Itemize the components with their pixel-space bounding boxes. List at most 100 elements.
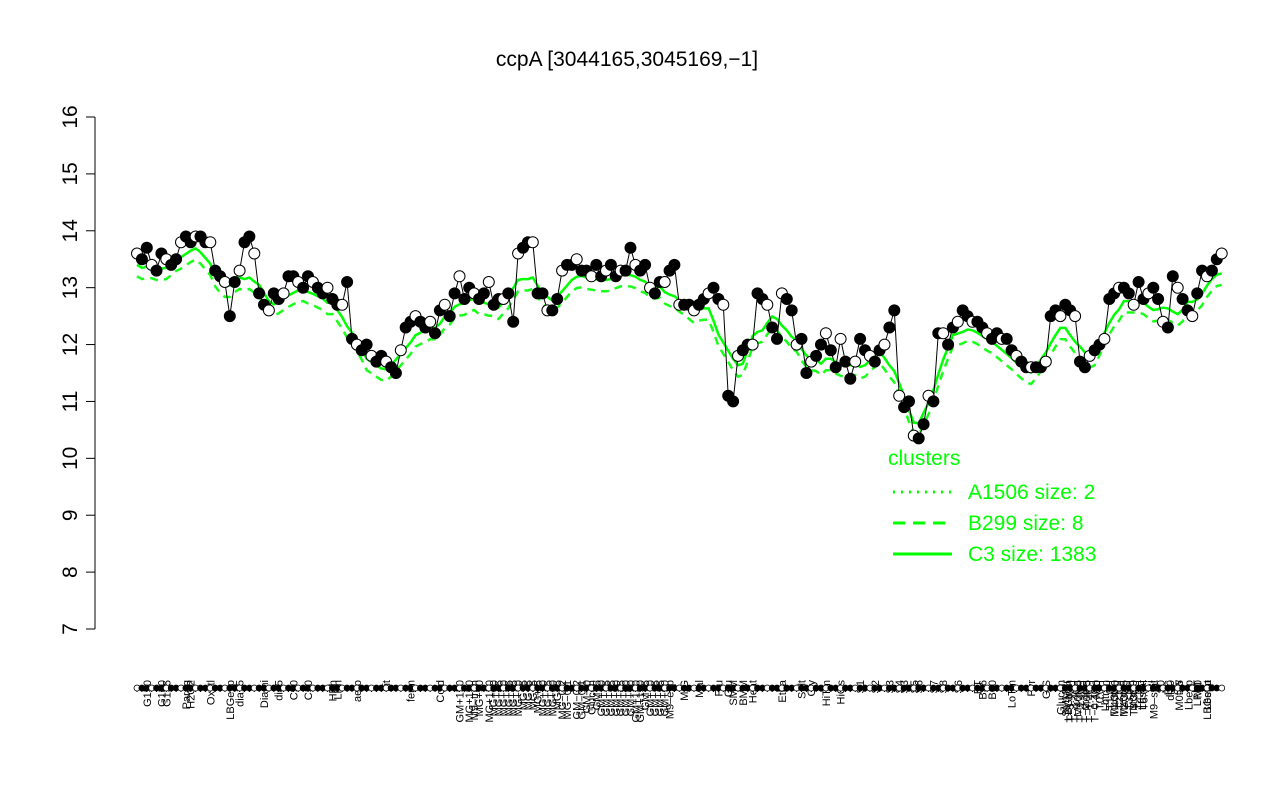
data-series bbox=[131, 230, 1228, 445]
data-point bbox=[1152, 293, 1165, 305]
data-point bbox=[1127, 298, 1140, 311]
data-point bbox=[766, 321, 779, 334]
data-point bbox=[780, 293, 793, 305]
data-point bbox=[150, 264, 163, 277]
data-point bbox=[1000, 332, 1013, 345]
data-point bbox=[1054, 310, 1067, 323]
y-tick-label: 16 bbox=[59, 105, 82, 128]
data-point bbox=[1147, 281, 1160, 294]
y-tick-label: 9 bbox=[59, 509, 82, 521]
data-point bbox=[546, 304, 559, 317]
x-tick-label: G135 bbox=[161, 680, 173, 707]
data-point bbox=[819, 327, 832, 340]
data-point bbox=[854, 332, 867, 345]
data-point bbox=[1205, 264, 1218, 277]
data-point bbox=[502, 287, 515, 300]
data-point bbox=[1039, 355, 1052, 368]
x-tick-label: Oxctl bbox=[205, 680, 217, 705]
x-tick-label: dia15 bbox=[235, 680, 247, 707]
legend-title: clusters bbox=[888, 447, 960, 470]
y-tick-label: 11 bbox=[59, 391, 82, 413]
x-tick-label: H2O2 bbox=[186, 680, 198, 709]
data-point bbox=[223, 310, 236, 323]
data-point bbox=[815, 338, 827, 351]
x-tick-label: HiTm bbox=[821, 680, 833, 706]
data-point bbox=[1191, 287, 1204, 300]
data-point bbox=[570, 253, 583, 266]
data-point bbox=[204, 236, 217, 249]
data-point bbox=[458, 293, 471, 305]
x-tick-label: HiOs bbox=[836, 680, 848, 705]
legend-label: C3 size: 1383 bbox=[968, 543, 1096, 566]
y-tick-label: 7 bbox=[59, 623, 82, 635]
y-tick-label: 15 bbox=[59, 162, 82, 185]
data-point bbox=[785, 304, 798, 317]
data-point bbox=[228, 276, 241, 288]
data-point bbox=[248, 247, 261, 260]
data-point bbox=[717, 298, 730, 311]
data-point bbox=[849, 355, 862, 368]
legend-label: B299 size: 8 bbox=[968, 512, 1084, 535]
data-point bbox=[771, 332, 783, 345]
data-point bbox=[551, 293, 564, 305]
data-point bbox=[619, 264, 632, 277]
data-point bbox=[746, 338, 759, 351]
data-point bbox=[1098, 332, 1111, 345]
data-point bbox=[429, 327, 441, 340]
data-point bbox=[937, 327, 950, 340]
data-point bbox=[453, 270, 466, 283]
chart-title: ccpA [3044165,3045169,−1] bbox=[496, 48, 758, 71]
data-point bbox=[761, 298, 774, 311]
data-point bbox=[912, 432, 925, 445]
data-point bbox=[903, 395, 915, 408]
data-point bbox=[424, 315, 437, 328]
data-point bbox=[1132, 276, 1145, 288]
x-tick-label: Diami bbox=[259, 680, 271, 708]
data-point bbox=[243, 230, 256, 243]
data-point bbox=[448, 287, 461, 300]
data-point bbox=[639, 258, 652, 271]
data-point bbox=[233, 264, 246, 277]
data-point bbox=[1078, 361, 1091, 374]
data-point bbox=[727, 395, 740, 408]
data-point bbox=[321, 281, 334, 294]
data-point bbox=[810, 349, 823, 362]
data-point bbox=[893, 389, 906, 402]
data-point bbox=[800, 367, 813, 379]
data-point bbox=[795, 332, 808, 345]
data-point bbox=[360, 338, 373, 351]
x-tick-label: Lbexp bbox=[1202, 680, 1214, 710]
data-point bbox=[336, 298, 349, 311]
data-point bbox=[277, 287, 290, 300]
data-point bbox=[590, 258, 603, 271]
data-point bbox=[297, 281, 310, 294]
data-point bbox=[927, 395, 940, 408]
data-point bbox=[604, 258, 617, 271]
data-point bbox=[394, 344, 407, 357]
data-point bbox=[443, 310, 456, 323]
x-tick-label: G150 bbox=[142, 680, 154, 707]
data-point bbox=[883, 321, 896, 334]
data-point bbox=[707, 281, 720, 294]
data-point bbox=[824, 344, 837, 357]
data-point bbox=[844, 372, 857, 385]
data-point bbox=[1171, 281, 1184, 294]
data-point bbox=[1161, 321, 1174, 334]
data-point bbox=[170, 253, 183, 266]
data-point bbox=[917, 418, 930, 431]
data-point bbox=[868, 355, 881, 368]
data-point bbox=[658, 276, 671, 288]
x-tick-label: LoTm bbox=[1007, 680, 1019, 708]
data-point bbox=[482, 276, 495, 288]
legend: clusters A1506 size: 2 B299 size: 8 C3 siz… bbox=[888, 447, 1096, 566]
x-tick-label: Heat bbox=[748, 680, 760, 703]
data-point bbox=[526, 236, 539, 249]
data-point bbox=[1176, 293, 1189, 305]
y-tick-label: 14 bbox=[59, 219, 82, 243]
data-point bbox=[477, 287, 490, 300]
data-point bbox=[951, 315, 964, 328]
y-tick-label: 8 bbox=[59, 566, 82, 578]
